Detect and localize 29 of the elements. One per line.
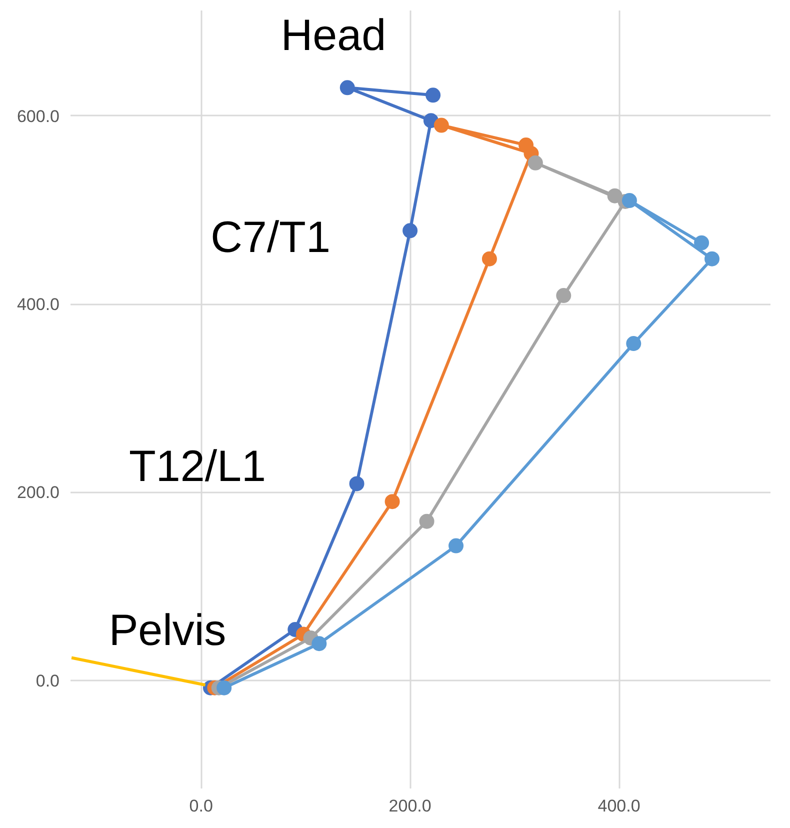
annotation: C7/T1: [210, 213, 330, 262]
point: [482, 251, 497, 266]
annotation: T12/L1: [129, 442, 266, 491]
point: [434, 118, 449, 133]
point: [340, 80, 355, 96]
point: [419, 514, 434, 529]
point: [312, 636, 327, 652]
point: [556, 288, 572, 304]
point: [349, 476, 364, 492]
y-tick-label: 0.0: [36, 671, 60, 690]
annotation: Pelvis: [108, 606, 226, 655]
point: [426, 88, 441, 103]
annotation: Head: [280, 11, 386, 60]
point: [626, 336, 642, 352]
y-tick-label: 200.0: [16, 483, 60, 502]
point: [448, 538, 464, 554]
y-tick-label: 400.0: [16, 295, 60, 314]
point: [694, 235, 710, 250]
point: [704, 251, 720, 266]
point: [384, 494, 400, 510]
x-tick-label: 200.0: [388, 796, 432, 816]
x-tick-label: 400.0: [598, 796, 640, 816]
point: [216, 680, 232, 696]
point: [622, 193, 637, 208]
point: [607, 188, 622, 204]
point: [402, 223, 418, 238]
point: [528, 155, 543, 170]
x-tick-label: 0.0: [189, 796, 213, 816]
y-tick-label: 600.0: [16, 106, 60, 126]
